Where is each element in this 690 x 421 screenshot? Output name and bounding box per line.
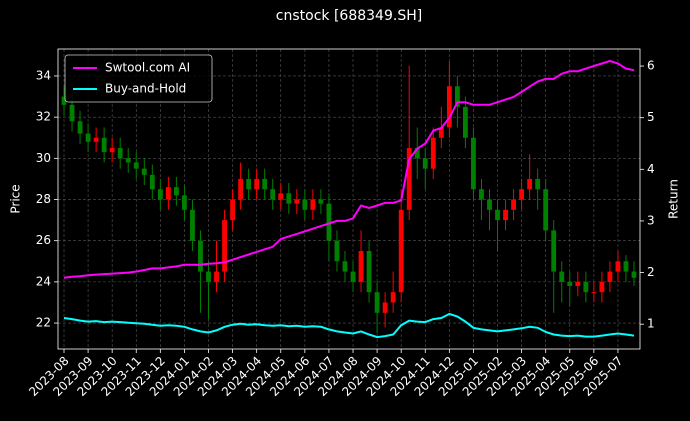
candle-body — [230, 199, 235, 221]
candle-body — [503, 209, 508, 221]
candle-body — [69, 104, 75, 122]
y-tick-label: 28 — [36, 192, 51, 206]
candle-body — [374, 292, 380, 313]
legend-label: Swtool.com AI — [105, 61, 190, 75]
candle-body — [471, 137, 476, 190]
candle-body — [350, 271, 356, 282]
candle-body — [141, 168, 147, 175]
candle-body — [390, 292, 396, 303]
candle-body — [109, 148, 115, 153]
y-tick-label: 32 — [36, 110, 51, 124]
candle-body — [238, 178, 244, 200]
candle-body — [599, 281, 605, 293]
candle-body — [222, 220, 227, 272]
candle-body — [270, 189, 276, 200]
candle-body — [93, 137, 99, 142]
candle-body — [318, 199, 324, 204]
series-line — [63, 312, 635, 339]
candle-body — [125, 158, 131, 163]
candle-body — [246, 178, 252, 190]
candle-body — [495, 209, 500, 221]
chart-title: cnstock [688349.SH] — [276, 8, 422, 24]
candle-body — [182, 195, 187, 210]
candle-body — [173, 187, 179, 196]
candle-body — [422, 158, 428, 169]
candle-body — [623, 261, 629, 272]
candle-body — [206, 271, 211, 282]
candle-body — [286, 193, 292, 204]
candle-body — [382, 302, 388, 313]
candle-body — [358, 250, 364, 282]
candle-body — [254, 178, 260, 190]
candle-body — [342, 261, 348, 272]
y2-axis-label: Return — [667, 179, 681, 219]
candle-body — [310, 199, 316, 210]
candle-body — [101, 137, 107, 153]
candle-body — [77, 121, 83, 134]
candle-body — [519, 189, 525, 200]
candle-body — [479, 189, 484, 200]
candle-body — [575, 281, 581, 286]
candle-body — [406, 148, 412, 210]
y-tick-label: 24 — [36, 274, 51, 288]
y2-tick-label: 1 — [647, 317, 655, 331]
candle-body — [438, 127, 444, 138]
candle-body — [591, 292, 597, 294]
candle-body — [334, 240, 340, 262]
candle-body — [302, 199, 308, 210]
candle-body — [117, 148, 123, 159]
candle-body — [567, 281, 573, 286]
candle-body — [543, 189, 549, 231]
legend-box — [64, 54, 213, 103]
series-line — [63, 59, 635, 279]
candle-body — [278, 193, 284, 200]
y2-tick-label: 6 — [647, 59, 655, 73]
y2-tick-label: 5 — [647, 110, 655, 124]
y-tick-label: 34 — [36, 68, 51, 82]
candle-body — [149, 174, 155, 190]
candle-body — [294, 199, 300, 204]
candle-body — [583, 281, 589, 293]
y2-tick-label: 3 — [647, 213, 655, 227]
candle-body — [454, 86, 460, 107]
candle-body — [559, 271, 565, 282]
candle-body — [551, 230, 557, 272]
y-tick-label: 26 — [36, 233, 51, 247]
candle-body — [414, 148, 420, 159]
candle-body — [535, 178, 541, 190]
plot-frame — [57, 48, 641, 350]
candle-body — [430, 137, 436, 169]
legend-label: Buy-and-Hold — [105, 82, 186, 96]
candle-body — [262, 178, 268, 190]
candle-body — [133, 162, 139, 169]
candle-body — [446, 86, 452, 128]
y2-tick-label: 2 — [647, 265, 655, 279]
candle-body — [615, 261, 621, 272]
candle-body — [463, 106, 468, 138]
candle-body — [214, 271, 219, 282]
candle-body — [366, 250, 372, 293]
y-axis-label: Price — [9, 184, 23, 213]
y-tick-label: 30 — [36, 151, 51, 165]
candle-body — [165, 187, 171, 200]
candle-body — [487, 199, 492, 210]
candle-body — [157, 189, 163, 200]
candle-body — [398, 209, 404, 293]
candle-body — [631, 271, 637, 278]
candle-body — [607, 271, 613, 282]
candle-body — [527, 178, 533, 190]
candle-body — [326, 203, 332, 241]
candle-body — [190, 209, 195, 241]
candle-body — [511, 199, 516, 210]
candle-body — [61, 96, 67, 105]
y-tick-label: 22 — [36, 316, 51, 330]
y2-tick-label: 4 — [647, 162, 655, 176]
candle-body — [198, 240, 203, 272]
candle-body — [85, 133, 91, 142]
